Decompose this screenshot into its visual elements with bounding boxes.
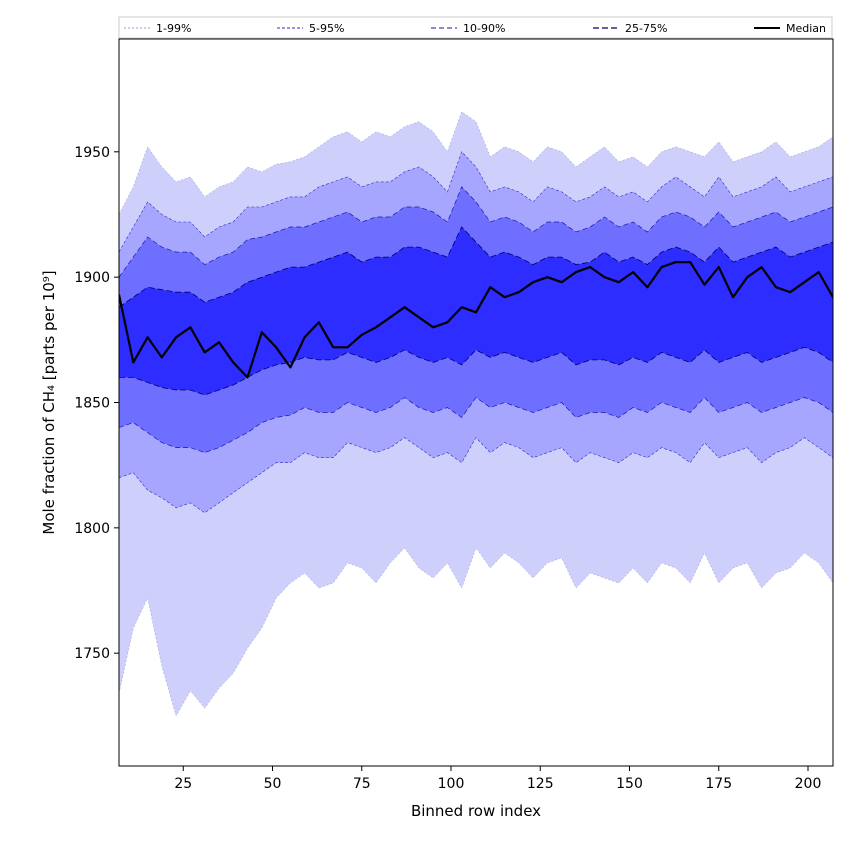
band-25-75%-upper-line xyxy=(119,226,833,308)
x-tick-label: 100 xyxy=(438,776,465,792)
y-tick-label: 1850 xyxy=(74,396,110,412)
band-10-90%-lower-line xyxy=(119,396,833,453)
x-tick-label: 200 xyxy=(795,776,822,792)
median-layer xyxy=(119,261,833,379)
x-tick-label: 75 xyxy=(353,776,371,792)
band-25-75%-lower-line xyxy=(119,346,833,396)
y-tick-label: 1750 xyxy=(74,646,110,662)
percentile-bands xyxy=(119,111,833,717)
y-tick-label: 1950 xyxy=(74,145,110,161)
y-axis-title: Mole fraction of CH₄ [parts per 10⁹] xyxy=(40,270,58,534)
x-tick-label: 150 xyxy=(616,776,643,792)
x-tick-label: 50 xyxy=(264,776,282,792)
band-5-95%-lower-line xyxy=(119,437,833,514)
legend: 1-99% 5-95% 10-90% 25-75% Median xyxy=(118,16,833,39)
y-tick-label: 1800 xyxy=(74,521,110,537)
x-axis-ticks: 25 50 75 100 125 150 175 200 xyxy=(174,766,821,792)
band-5-95%-upper-line xyxy=(119,151,833,253)
x-tick-label: 125 xyxy=(527,776,554,792)
x-axis-title: Binned row index xyxy=(411,802,541,820)
band-1-99%-lower-line xyxy=(119,547,833,717)
legend-label-10-90%: 10-90% xyxy=(463,22,505,35)
median-line xyxy=(119,261,833,379)
legend-label-1-99%: 1-99% xyxy=(156,22,191,35)
x-tick-label: 25 xyxy=(174,776,192,792)
legend-label-5-95%: 5-95% xyxy=(309,22,344,35)
legend-frame xyxy=(118,16,833,39)
legend-label-Median: Median xyxy=(786,22,826,35)
y-axis-ticks: 1750 1800 1850 1900 1950 xyxy=(74,145,119,662)
x-tick-label: 175 xyxy=(705,776,732,792)
y-tick-label: 1900 xyxy=(74,270,110,286)
legend-label-25-75%: 25-75% xyxy=(625,22,667,35)
